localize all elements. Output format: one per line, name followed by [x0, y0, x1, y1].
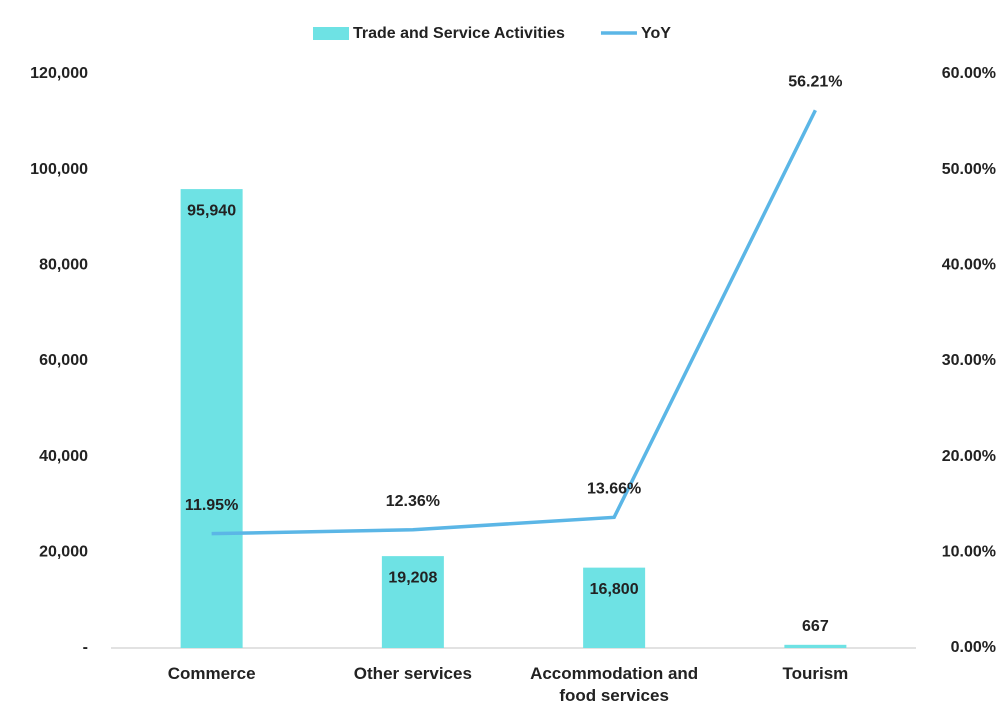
- y-tick-label: 120,000: [30, 65, 88, 82]
- line: [211, 109, 817, 536]
- y-tick-label: 40,000: [39, 448, 88, 465]
- y2-tick-label: 10.00%: [942, 544, 996, 561]
- x-tick-label: Accommodation and food services: [530, 664, 699, 705]
- y-tick-label: 100,000: [30, 161, 88, 178]
- bar: [180, 189, 243, 648]
- y2-tick-label: 40.00%: [942, 257, 996, 274]
- y-tick-label: 60,000: [39, 352, 88, 369]
- y-tick-label: 20,000: [39, 544, 88, 561]
- line-value-label: 12.36%: [386, 493, 440, 510]
- x-tick-label: Tourism: [782, 664, 849, 683]
- y2-tick-label: 0.00%: [951, 639, 996, 656]
- y2-tick-label: 20.00%: [942, 448, 996, 465]
- legend-label: Trade and Service Activities: [353, 25, 565, 42]
- bar-value-label: 95,940: [187, 202, 236, 219]
- bar-value-label: 667: [802, 618, 829, 635]
- bar: [784, 644, 847, 648]
- y2-tick-label: 60.00%: [942, 65, 996, 82]
- bar-value-label: 19,208: [388, 569, 437, 586]
- legend-label: YoY: [641, 25, 671, 42]
- y-tick-label: 80,000: [39, 257, 88, 274]
- x-tick-label: Other services: [353, 664, 472, 683]
- bar: [583, 567, 646, 648]
- line-value-label: 56.21%: [788, 73, 842, 90]
- line-value-label: 11.95%: [185, 497, 238, 514]
- x-tick-label: Commerce: [167, 664, 256, 683]
- legend-swatch: [313, 27, 349, 40]
- bar-value-label: 16,800: [590, 581, 639, 598]
- bar: [381, 556, 444, 648]
- line-value-label: 13.66%: [587, 481, 641, 498]
- y2-tick-label: 50.00%: [942, 161, 996, 178]
- y2-tick-label: 30.00%: [942, 352, 996, 369]
- y-tick-label: -: [83, 639, 88, 656]
